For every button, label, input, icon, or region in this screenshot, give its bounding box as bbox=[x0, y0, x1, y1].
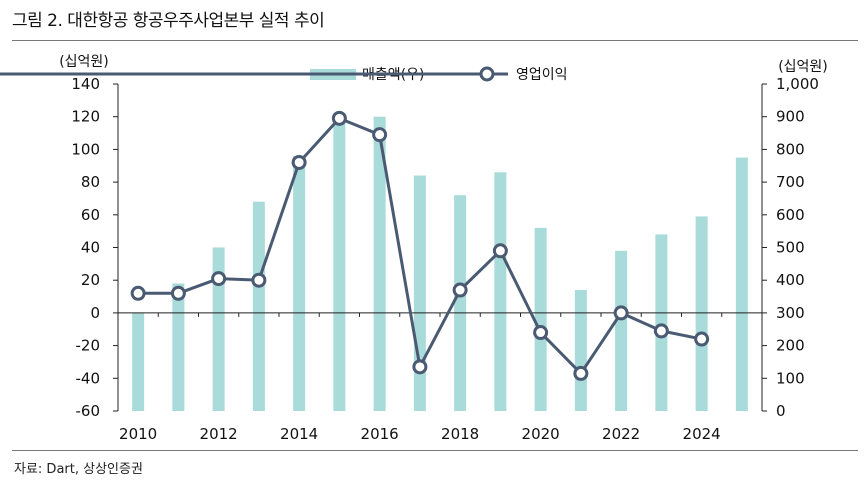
point-2016 bbox=[372, 127, 388, 143]
figure-title: 그림 2. 대한항공 항공우주사업본부 실적 추이 bbox=[12, 11, 325, 31]
right-tick-label: 100 bbox=[776, 369, 805, 387]
x-tick-label-2020: 2020 bbox=[522, 425, 560, 443]
bar-2019 bbox=[494, 172, 507, 411]
bar-2017 bbox=[413, 175, 426, 411]
point-2020 bbox=[533, 325, 549, 341]
bar-2012 bbox=[212, 247, 225, 411]
bar-2020 bbox=[534, 227, 547, 411]
right-tick-label: 400 bbox=[776, 271, 805, 289]
point-2022 bbox=[613, 305, 629, 321]
right-tick-label: 600 bbox=[776, 206, 805, 224]
point-2017 bbox=[412, 359, 428, 375]
source-divider bbox=[12, 450, 858, 451]
bar-2010 bbox=[132, 312, 145, 411]
source-note: 자료: Dart, 상상인증권 bbox=[14, 462, 143, 477]
x-tick-label-2022: 2022 bbox=[602, 425, 640, 443]
bar-2022 bbox=[615, 250, 628, 411]
x-tick-label-2010: 2010 bbox=[119, 425, 157, 443]
chart: (십억원) (십억원) 매출액(우) 영업이익 -60 -40 -20 0 20 40 60… bbox=[0, 54, 828, 443]
left-tick-label: 40 bbox=[81, 239, 100, 257]
left-axis-unit: (십억원) bbox=[59, 54, 109, 70]
legend-line-label: 영업이익 bbox=[516, 67, 568, 83]
bar-2016 bbox=[373, 116, 386, 411]
right-tick-label: 0 bbox=[776, 402, 786, 420]
bar-2021 bbox=[574, 290, 587, 411]
title-divider bbox=[12, 40, 858, 41]
right-tick-label: 800 bbox=[776, 140, 805, 158]
left-tick-label: 140 bbox=[71, 75, 100, 93]
right-tick-label: 200 bbox=[776, 337, 805, 355]
x-tick-label-2012: 2012 bbox=[200, 425, 238, 443]
bar-2011 bbox=[172, 283, 185, 411]
x-tick-label-2018: 2018 bbox=[441, 425, 479, 443]
left-tick-label: -60 bbox=[76, 402, 101, 420]
point-2015 bbox=[331, 110, 347, 126]
legend-line-marker bbox=[479, 66, 495, 82]
bar-2014 bbox=[293, 155, 306, 411]
point-2024 bbox=[694, 331, 710, 347]
x-tick-label-2014: 2014 bbox=[280, 425, 318, 443]
bar-2023 bbox=[655, 234, 668, 411]
legend: 매출액(우) 영업이익 bbox=[0, 66, 568, 83]
left-tick-label: 0 bbox=[90, 304, 100, 322]
point-2018 bbox=[452, 282, 468, 298]
left-tick-label: -20 bbox=[76, 337, 101, 355]
point-2023 bbox=[653, 323, 669, 339]
x-tick-label-2024: 2024 bbox=[683, 425, 721, 443]
left-tick-label: -40 bbox=[76, 369, 101, 387]
bar-2013 bbox=[252, 201, 265, 411]
point-2013 bbox=[251, 272, 267, 288]
left-tick-label: 60 bbox=[81, 206, 100, 224]
left-tick-label: 120 bbox=[71, 108, 100, 126]
right-axis-unit: (십억원) bbox=[778, 59, 828, 75]
x-tick-label-2016: 2016 bbox=[361, 425, 399, 443]
left-tick-label: 80 bbox=[81, 173, 100, 191]
point-2010 bbox=[130, 285, 146, 301]
bar-2024 bbox=[695, 216, 708, 411]
right-tick-label: 500 bbox=[776, 239, 805, 257]
point-2012 bbox=[211, 271, 227, 287]
point-2014 bbox=[291, 154, 307, 170]
bar-2015 bbox=[333, 116, 346, 411]
point-2021 bbox=[573, 365, 589, 381]
point-2011 bbox=[170, 285, 186, 301]
right-tick-label: 700 bbox=[776, 173, 805, 191]
bar-2025 bbox=[735, 157, 748, 411]
right-tick-label: 1,000 bbox=[776, 75, 819, 93]
point-2019 bbox=[492, 243, 508, 259]
bar-2018 bbox=[454, 195, 467, 411]
right-tick-label: 900 bbox=[776, 108, 805, 126]
left-tick-label: 100 bbox=[71, 140, 100, 158]
left-tick-label: 20 bbox=[81, 271, 100, 289]
right-tick-label: 300 bbox=[776, 304, 805, 322]
